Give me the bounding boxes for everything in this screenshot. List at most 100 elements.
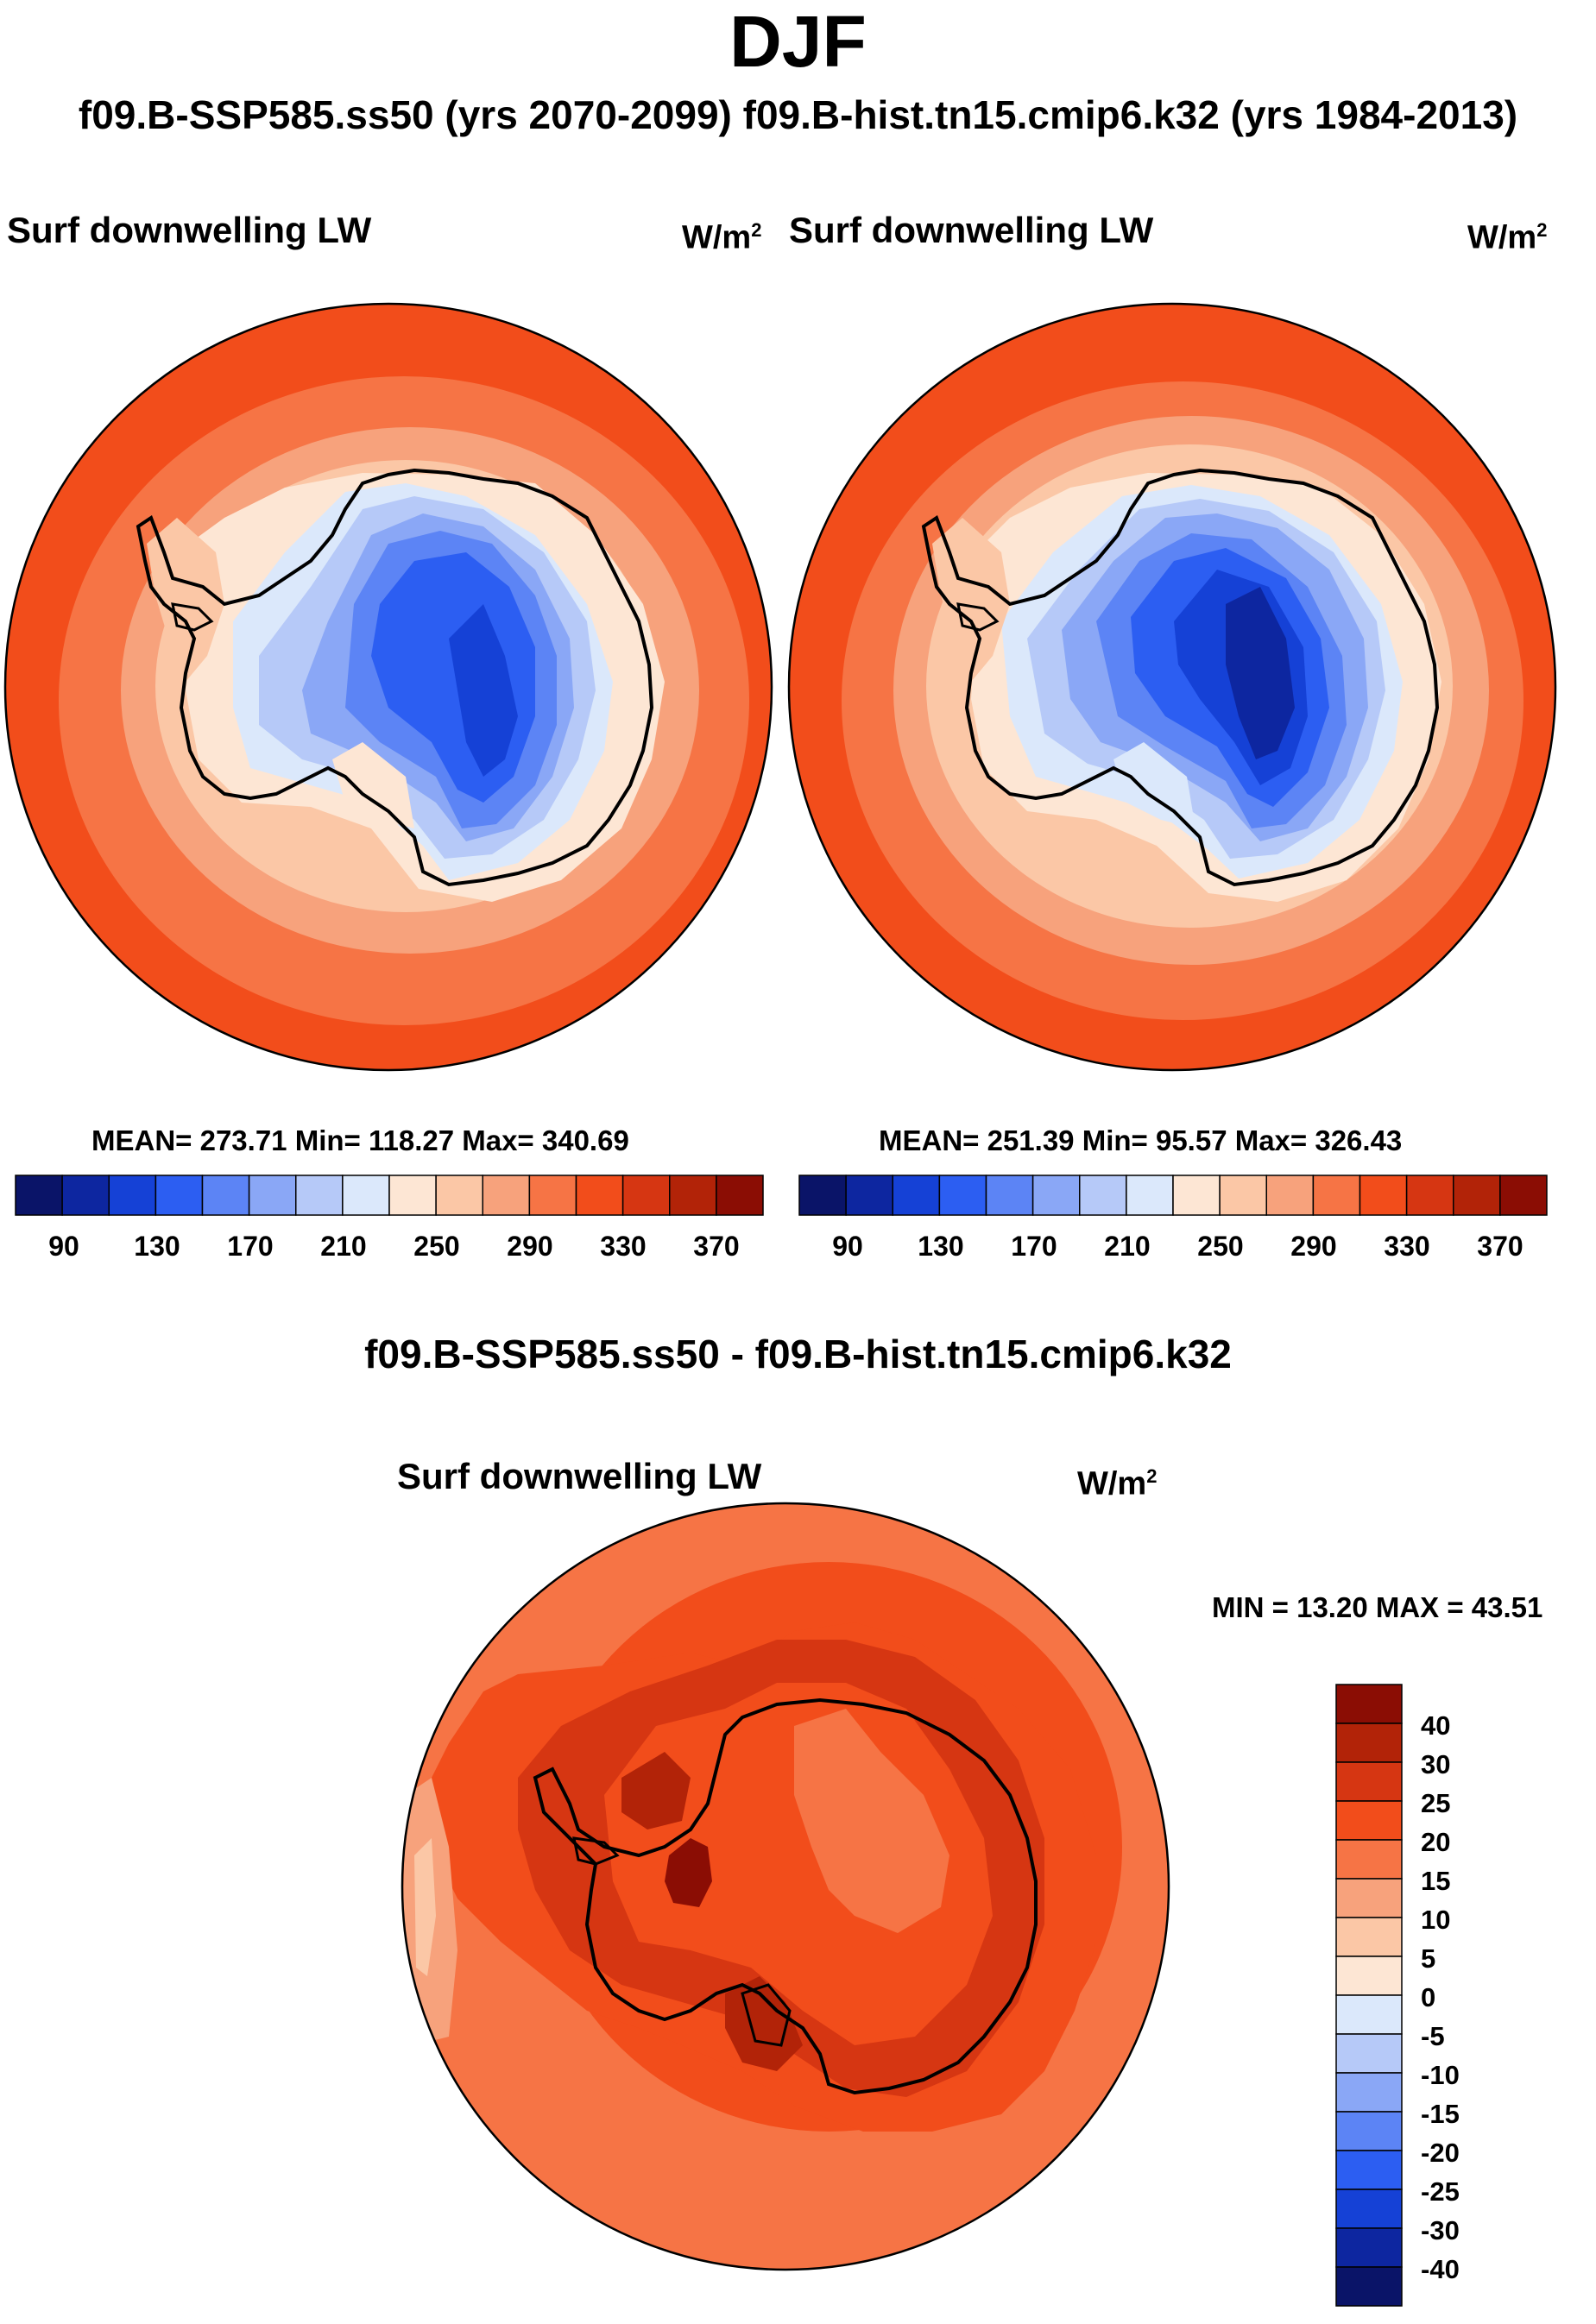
colorbar-swatch [1312,1175,1361,1216]
colorbar-swatch [1335,1878,1403,1918]
cb1-tick: 210 [320,1231,367,1262]
cb2-tick: 370 [1477,1231,1523,1262]
cb1-tick: 370 [693,1231,740,1262]
colorbar-swatch [1335,1917,1403,1957]
colorbar-swatch [1335,1684,1403,1724]
colorbar-swatch [248,1175,297,1216]
colorbar-swatch [798,1175,847,1216]
colorbar-swatch [1031,1175,1081,1216]
colorbar-swatch [1079,1175,1127,1216]
colorbar-swatch [528,1175,577,1216]
cb3-tick: -20 [1421,2138,1460,2168]
colorbar-swatch [201,1175,250,1216]
colorbar-2 [798,1175,1548,1216]
colorbar-swatch [845,1175,893,1216]
panel1-variable: Surf downwelling LW [7,210,372,250]
colorbar-swatch [342,1175,390,1216]
cb3-tick: -30 [1421,2215,1460,2245]
colorbar-swatch [155,1175,204,1216]
colorbar-swatch [1219,1175,1267,1216]
colorbar-swatch [1335,2150,1403,2190]
map-panel-diff [402,1503,1169,2270]
colorbar-swatch [1499,1175,1548,1216]
map-border-diff [401,1502,1170,2271]
cb2-tick: 290 [1290,1231,1337,1262]
cb3-tick: 30 [1421,1749,1451,1779]
cb1-tick: 170 [227,1231,274,1262]
cb2-tick: 330 [1384,1231,1430,1262]
colorbar-swatch [1335,2072,1403,2113]
cb2-tick: 170 [1011,1231,1057,1262]
colorbar-swatch [575,1175,624,1216]
colorbar-swatch [985,1175,1034,1216]
map-panel-2 [789,304,1555,1070]
colorbar-swatch [1335,1761,1403,1802]
diff-title: f09.B-SSP585.ss50 - f09.B-hist.tn15.cmip… [364,1332,1232,1376]
cb3-tick: 10 [1421,1905,1451,1935]
panel1-stats: MEAN= 273.71 Min= 118.27 Max= 340.69 [91,1124,629,1156]
colorbar-swatch [15,1175,63,1216]
cb3-tick: 15 [1421,1866,1451,1896]
cb3-tick: -10 [1421,2060,1460,2090]
cb2-tick: 90 [832,1231,863,1262]
colorbar-swatch [716,1175,764,1216]
colorbar-diff [1335,1684,1403,2307]
colorbar-swatch [1335,2189,1403,2229]
colorbar-swatch [621,1175,671,1216]
cb3-tick: 25 [1421,1788,1451,1818]
colorbar-swatch [1126,1175,1174,1216]
cb2-tick: 130 [918,1231,964,1262]
cb3-tick: 0 [1421,1982,1436,2012]
diff-variable: Surf downwelling LW [397,1456,762,1496]
diff-minmax: MIN = 13.20 MAX = 43.51 [1212,1591,1543,1623]
colorbar-swatch [1453,1175,1501,1216]
panel2-variable: Surf downwelling LW [789,210,1154,250]
colorbar-swatch [295,1175,344,1216]
panel2-units: W/m2 [1467,219,1548,256]
cb3-tick: -40 [1421,2254,1460,2284]
colorbar-swatch [892,1175,941,1216]
case-subtitle: f09.B-SSP585.ss50 (yrs 2070-2099) f09.B-… [78,92,1518,137]
colorbar-swatch [1335,1994,1403,2035]
cb1-tick: 250 [413,1231,460,1262]
colorbar-swatch [1405,1175,1454,1216]
colorbar-1 [15,1175,764,1216]
panel2-stats: MEAN= 251.39 Min= 95.57 Max= 326.43 [879,1124,1403,1156]
colorbar-swatch [1335,1723,1403,1763]
colorbar-swatch [108,1175,157,1216]
season-title: DJF [729,1,867,82]
cb3-tick: 20 [1421,1827,1451,1857]
colorbar-swatch [482,1175,531,1216]
colorbar-swatch [435,1175,483,1216]
cb3-tick: 40 [1421,1710,1451,1741]
diff-units: W/m2 [1077,1465,1158,1502]
colorbar-swatch [1265,1175,1315,1216]
colorbar-swatch [938,1175,987,1216]
cb3-tick: -15 [1421,2099,1460,2129]
colorbar-swatch [669,1175,717,1216]
cb1-tick: 130 [134,1231,180,1262]
colorbar-swatch [61,1175,110,1216]
colorbar-swatch [1335,2111,1403,2151]
cb2-tick: 250 [1197,1231,1244,1262]
map-border-1 [3,302,773,1072]
panel1-units: W/m2 [682,219,762,256]
cb1-tick: 330 [600,1231,647,1262]
cb2-tick: 210 [1104,1231,1151,1262]
cb1-tick: 290 [507,1231,553,1262]
colorbar-swatch [1335,1839,1403,1880]
cb3-tick: 5 [1421,1943,1436,1974]
colorbar-swatch [388,1175,437,1216]
colorbar-swatch [1335,2227,1403,2268]
cb1-tick: 90 [48,1231,79,1262]
colorbar-swatch [1335,2266,1403,2307]
map-panel-1 [5,304,772,1070]
colorbar-swatch [1359,1175,1408,1216]
cb3-tick: -25 [1421,2176,1460,2207]
colorbar-swatch [1335,1800,1403,1841]
colorbar-swatch [1172,1175,1221,1216]
colorbar-swatch [1335,1956,1403,1996]
colorbar-swatch [1335,2033,1403,2074]
cb3-tick: -5 [1421,2021,1445,2051]
